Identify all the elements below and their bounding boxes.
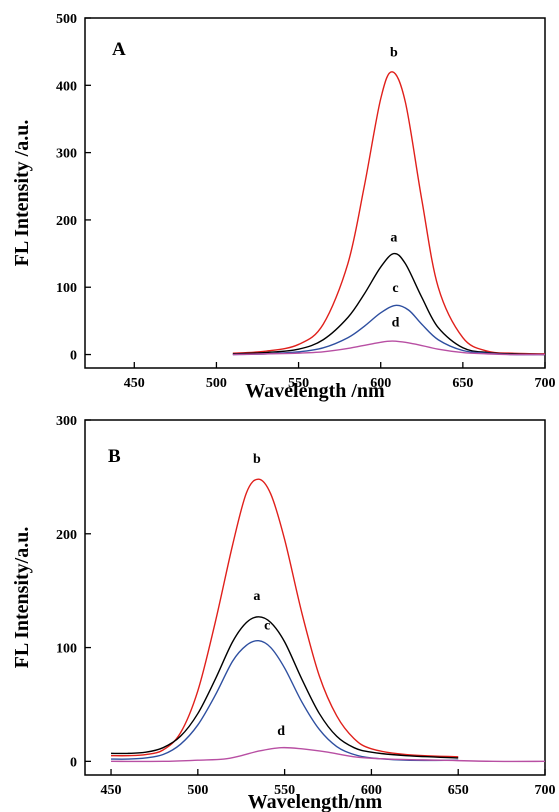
series-label-b: b: [253, 452, 261, 467]
y-tick-label: 300: [56, 414, 77, 429]
series-line-c: [111, 639, 459, 762]
series-line-c: [232, 304, 546, 356]
x-tick-label: 500: [187, 783, 208, 798]
y-tick-label: 100: [56, 642, 77, 657]
series-line-d: [111, 746, 546, 763]
y-tick-label: 500: [56, 12, 77, 27]
plot-frame: [84, 17, 546, 369]
y-tick-label: 0: [70, 755, 77, 770]
panel-b-chart: 450 500 550 600 650 700 0 100 200 300 b ac d B Wavelen…: [11, 414, 556, 812]
series-line-b: [111, 478, 459, 758]
x-tick-label: 700: [535, 376, 556, 391]
y-tick-label: 100: [56, 281, 77, 296]
x-tick-label: 650: [448, 783, 469, 798]
y-tick-label: 200: [56, 214, 77, 229]
series-label-d: d: [277, 724, 285, 739]
series-line-b: [232, 71, 546, 355]
y-axis-label: FL Intensity /a.u.: [11, 120, 33, 267]
series-line-a: [232, 252, 546, 356]
y-tick-label: 0: [70, 349, 77, 364]
panel-label: A: [112, 39, 126, 60]
panel-a-chart: 450 500 550 600 650 700 0 100 200 300 400 500 b a c d A W…: [11, 12, 556, 402]
x-tick-label: 650: [452, 376, 473, 391]
x-tick-label: 550: [274, 783, 295, 798]
y-tick-label: 400: [56, 79, 77, 94]
x-tick-label: 500: [206, 376, 227, 391]
y-axis-label: FL Intensity/a.u.: [11, 527, 33, 669]
series-label-a: a: [390, 230, 397, 245]
x-axis-label: Wavelength/nm: [248, 791, 383, 812]
x-tick-label: 450: [124, 376, 145, 391]
y-tick-label: 200: [56, 528, 77, 543]
x-tick-label: 700: [535, 783, 556, 798]
x-tick-label: 600: [370, 376, 391, 391]
series-label-c: c: [392, 281, 398, 296]
y-tick-label: 300: [56, 147, 77, 162]
series-line-a: [111, 616, 459, 759]
series-label-c: c: [264, 618, 270, 633]
x-tick-label: 600: [361, 783, 382, 798]
series-line-d: [232, 340, 546, 356]
x-tick-label: 450: [101, 783, 122, 798]
panel-label: B: [108, 446, 121, 467]
series-label-d: d: [392, 315, 400, 330]
x-tick-label: 550: [288, 376, 309, 391]
x-axis-label: Wavelength /nm: [245, 380, 385, 402]
series-label-a: a: [253, 589, 260, 604]
plot-frame: [84, 419, 546, 776]
series-label-b: b: [390, 45, 398, 60]
